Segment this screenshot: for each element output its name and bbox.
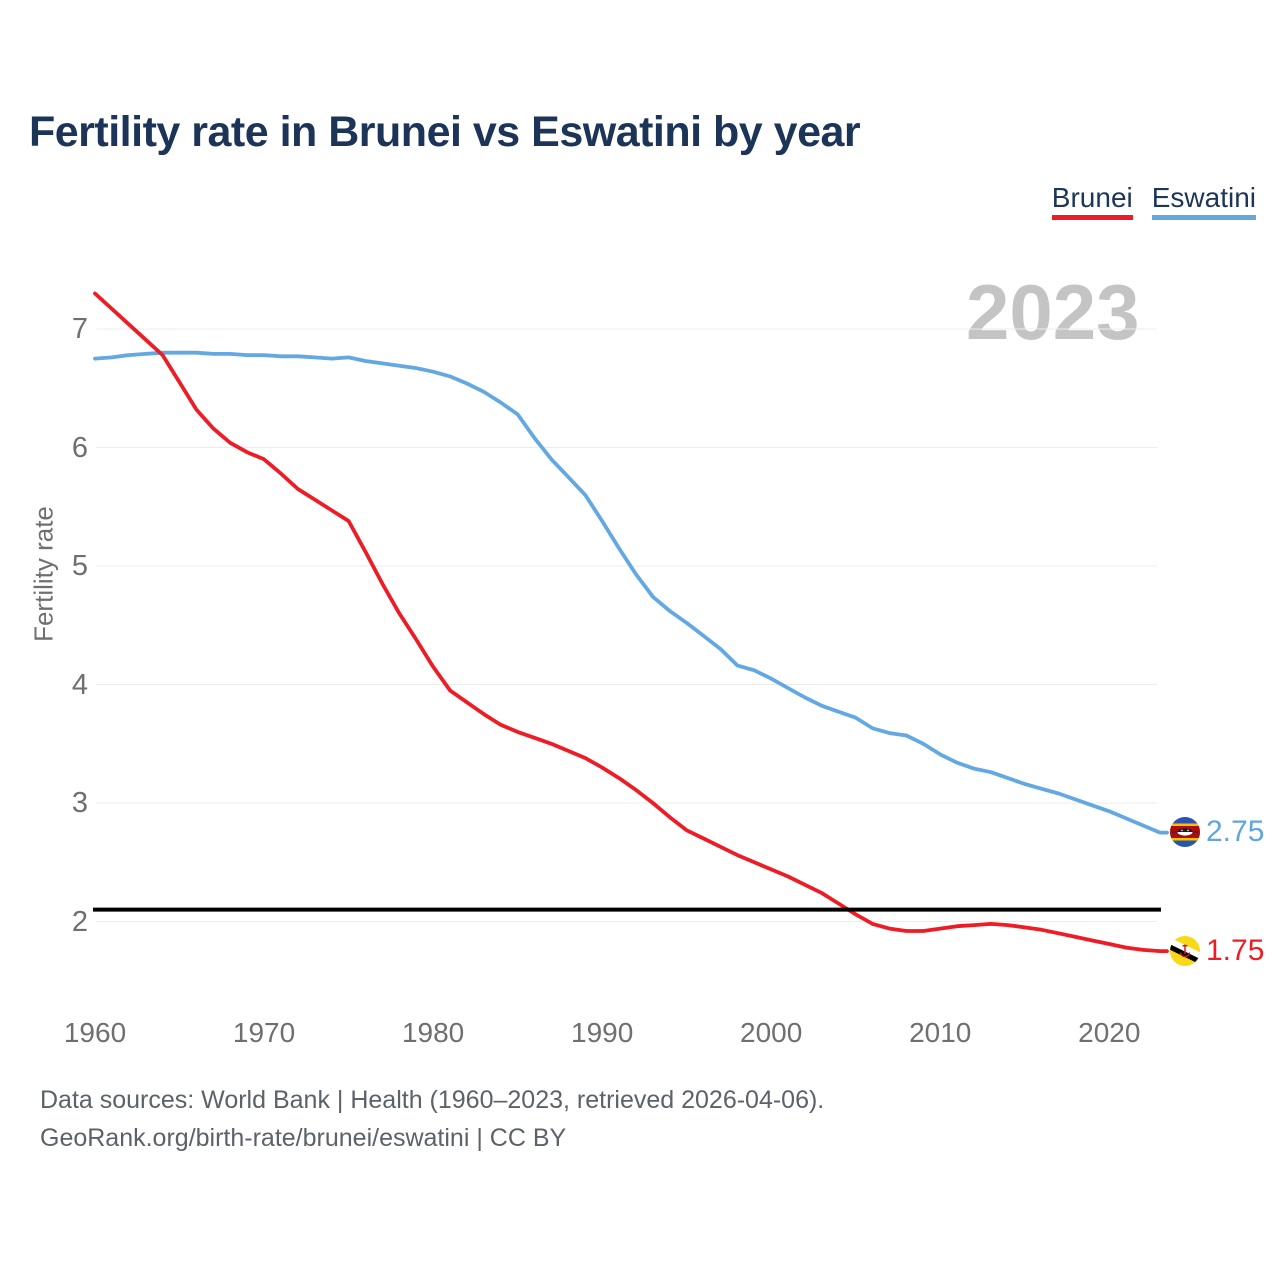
attribution-link-text[interactable]: GeoRank.org/birth-rate/brunei/eswatini |… (40, 1124, 567, 1152)
legend-item-brunei[interactable]: Brunei (1051, 183, 1133, 221)
end-label-eswatini: 2.75 (1170, 817, 1264, 847)
x-tick-label: 1980 (401, 1017, 465, 1048)
series-line-eswatini (93, 350, 1169, 835)
legend: Brunei Eswatini (1051, 183, 1256, 221)
y-tick-label: 5 (71, 550, 88, 582)
eswatini-flag-icon (1170, 817, 1200, 847)
y-tick-label: 6 (71, 431, 88, 464)
series-line-brunei (93, 291, 1169, 953)
eswatini-latest-value: 2.75 (1206, 815, 1265, 848)
y-tick-label: 2 (71, 905, 88, 938)
brunei-latest-value: 1.75 (1206, 934, 1265, 967)
x-tick-label: 1990 (570, 1017, 634, 1048)
y-tick-label: 4 (71, 668, 88, 701)
x-tick-label: 2000 (740, 1017, 803, 1048)
data-sources-text: Data sources: World Bank | Health (1960–… (40, 1086, 825, 1114)
y-tick-label: 3 (71, 787, 88, 819)
x-tick-label: 2020 (1078, 1017, 1141, 1048)
year-watermark: 2023 (966, 268, 1140, 356)
page-title: Fertility rate in Brunei vs Eswatini by … (29, 108, 861, 156)
legend-item-eswatini[interactable]: Eswatini (1151, 183, 1256, 221)
x-tick-label: 1960 (63, 1017, 127, 1048)
x-tick-label: 1970 (232, 1017, 296, 1048)
y-tick-label: 7 (71, 313, 88, 345)
end-label-brunei: 1.75 (1170, 936, 1264, 966)
brunei-flag-icon (1170, 936, 1200, 966)
x-tick-label: 2010 (909, 1017, 972, 1048)
